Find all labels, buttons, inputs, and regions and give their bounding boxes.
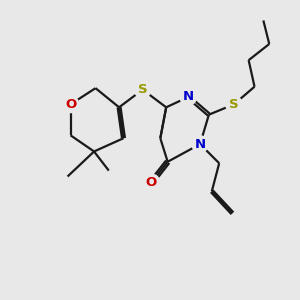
Text: N: N bbox=[183, 91, 194, 103]
Text: S: S bbox=[229, 98, 239, 111]
Circle shape bbox=[192, 136, 208, 152]
Circle shape bbox=[143, 174, 160, 190]
Circle shape bbox=[62, 96, 79, 112]
Text: S: S bbox=[138, 83, 148, 96]
Circle shape bbox=[226, 96, 242, 112]
Text: O: O bbox=[65, 98, 76, 111]
Circle shape bbox=[134, 81, 151, 98]
Text: N: N bbox=[194, 138, 206, 151]
Text: O: O bbox=[146, 176, 157, 189]
Circle shape bbox=[180, 89, 196, 105]
